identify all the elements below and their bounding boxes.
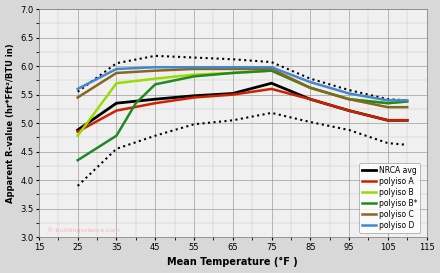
X-axis label: Mean Temperature (°F ): Mean Temperature (°F ) [167, 257, 298, 268]
Y-axis label: Apparent R-value (hr*Fft²/BTU in): Apparent R-value (hr*Fft²/BTU in) [6, 43, 15, 203]
Legend: NRCA avg, polyiso A, polyiso B, polyiso B*, polyiso C, polyiso D: NRCA avg, polyiso A, polyiso B, polyiso … [359, 163, 420, 233]
Text: © buildingscience.com: © buildingscience.com [47, 227, 119, 233]
